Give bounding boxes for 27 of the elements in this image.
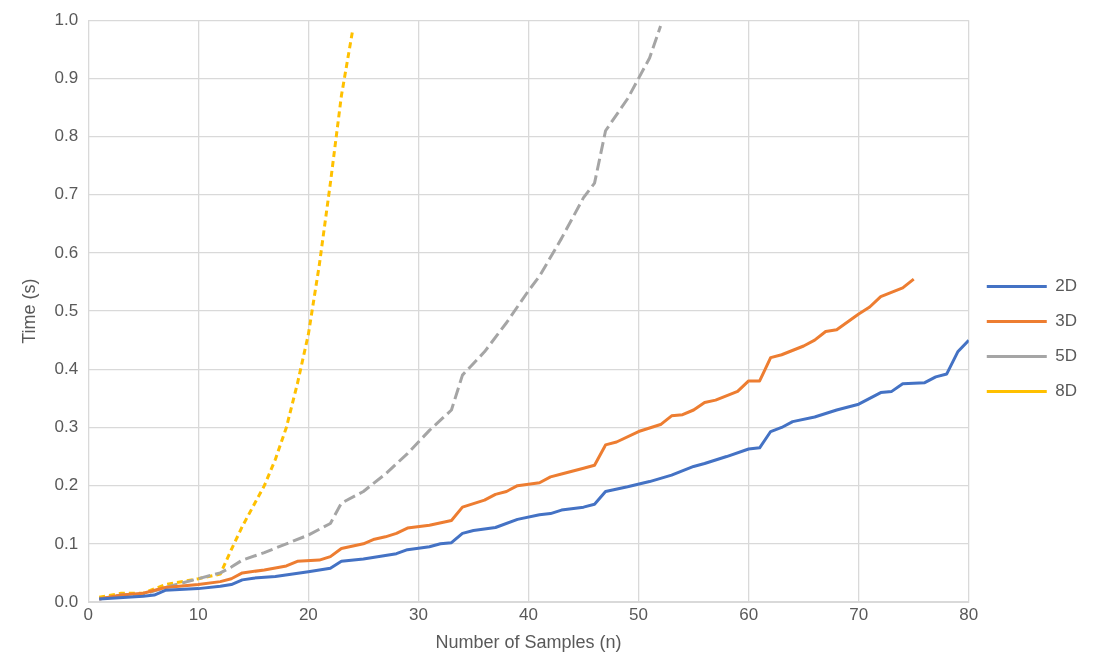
x-tick-label: 30 — [408, 604, 428, 624]
y-tick-label: 0.4 — [54, 358, 79, 378]
y-tick-label: 0.7 — [54, 184, 79, 204]
y-tick-label: 0.8 — [54, 126, 79, 146]
line-series — [97, 30, 354, 599]
y-tick-label: 0.0 — [54, 591, 79, 611]
legend-label: 8D — [1055, 381, 1077, 401]
x-tick-label: 10 — [188, 604, 208, 624]
y-axis-title: Time (s) — [18, 278, 39, 344]
x-tick-label: 40 — [519, 604, 538, 624]
legend-label: 5D — [1055, 346, 1077, 366]
y-tick-label: 0.2 — [54, 475, 79, 495]
y-tick-label: 0.3 — [54, 417, 79, 437]
y-tick-label: 1.0 — [54, 9, 79, 29]
y-tick-label: 0.9 — [54, 68, 79, 88]
y-tick-label: 0.1 — [54, 533, 79, 553]
y-tick-label: 0.6 — [54, 242, 79, 262]
x-tick-label: 60 — [739, 604, 759, 624]
x-axis-title: Number of Samples (n) — [435, 632, 622, 653]
x-tick-label: 20 — [298, 604, 318, 624]
legend-label: 2D — [1055, 276, 1077, 296]
x-tick-label: 0 — [83, 604, 93, 624]
legend-label: 3D — [1055, 311, 1077, 331]
y-tick-label: 0.5 — [54, 300, 79, 320]
x-tick-label: 80 — [959, 604, 979, 624]
x-tick-label: 70 — [849, 604, 869, 624]
x-tick-label: 50 — [629, 604, 649, 624]
